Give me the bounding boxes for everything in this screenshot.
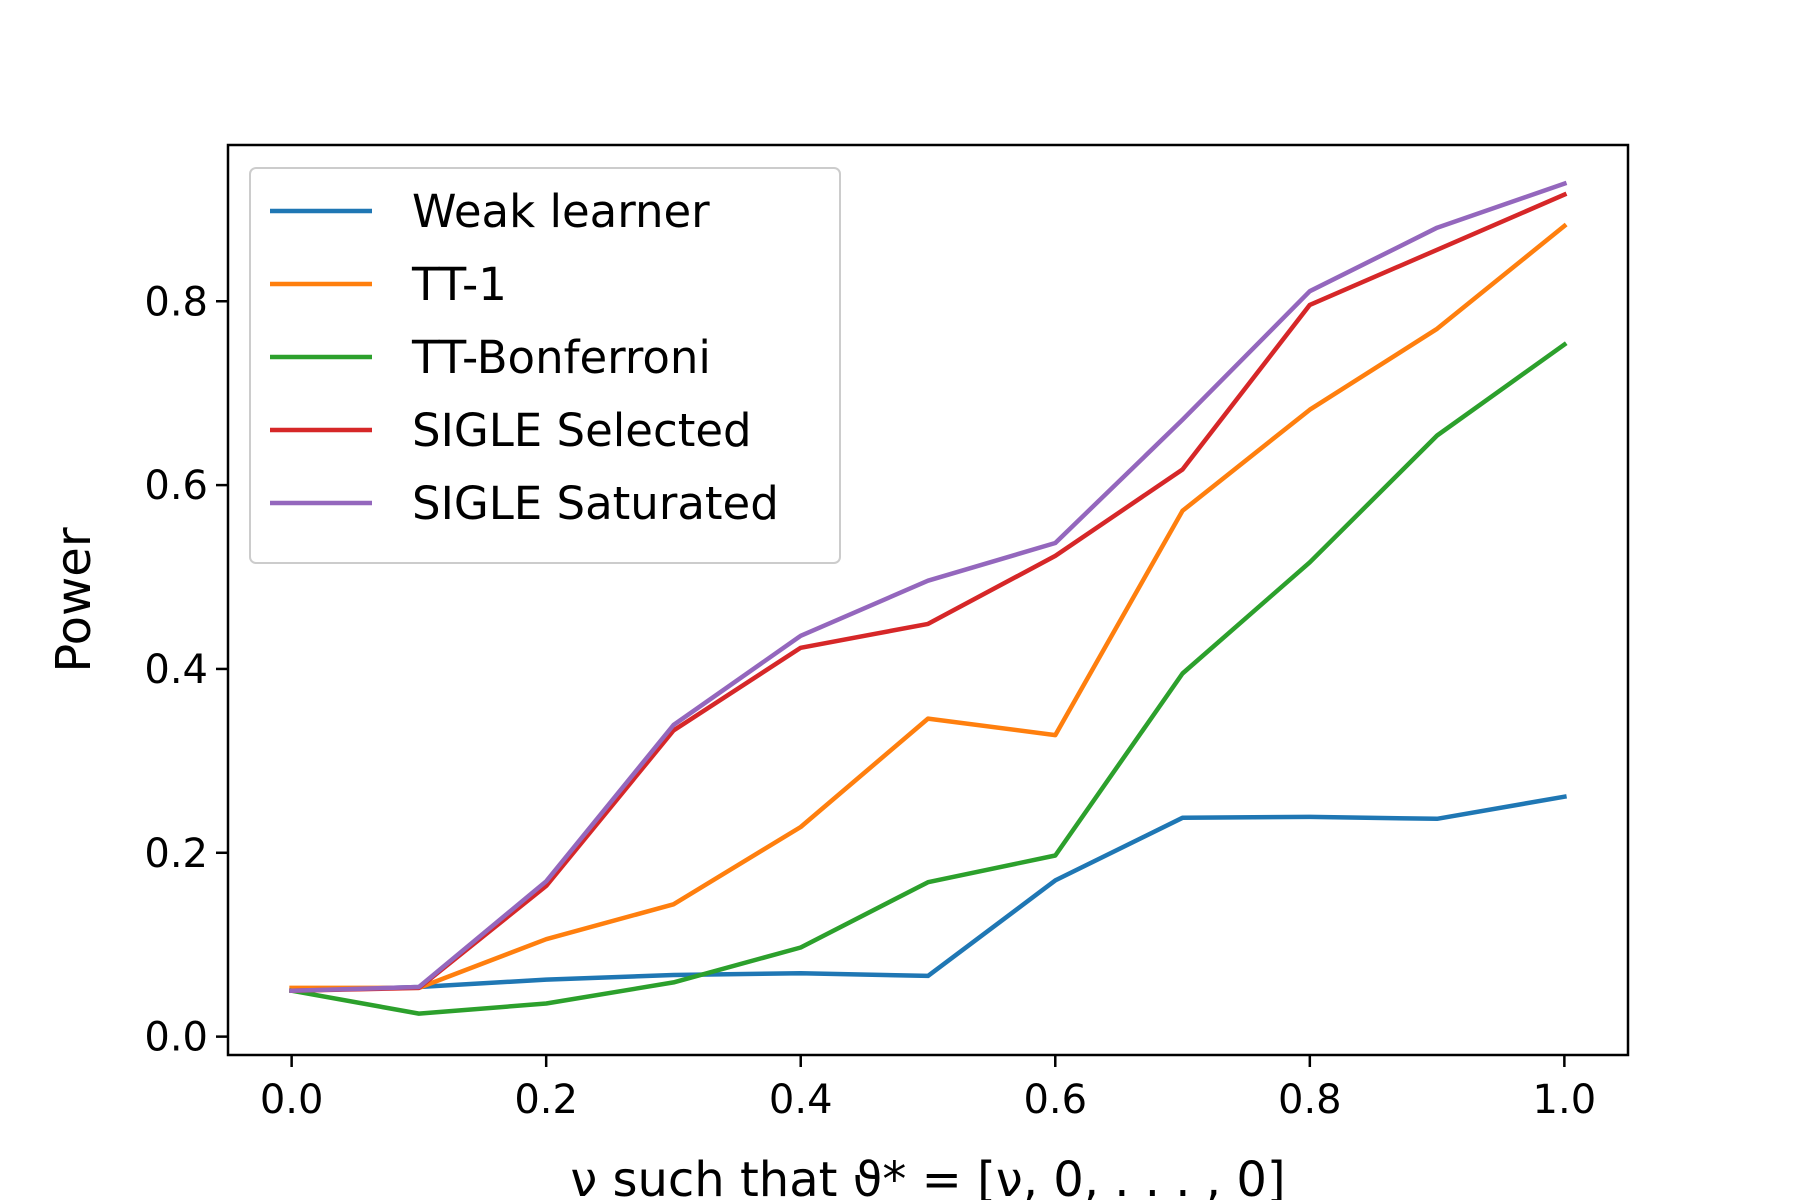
- x-tick-label: 0.6: [1023, 1077, 1087, 1123]
- y-axis-label: Power: [46, 527, 102, 672]
- series-line-tt-bonferroni: [288, 341, 1568, 1016]
- x-tick-label: 0.8: [1278, 1077, 1342, 1123]
- series-line-tt-1: [289, 222, 1568, 991]
- y-tick-label: 0.8: [144, 279, 208, 325]
- legend-label: Weak learner: [412, 185, 710, 238]
- y-tick-label: 0.4: [144, 647, 208, 693]
- legend-label: TT-Bonferroni: [411, 331, 711, 384]
- axes-frame: [226, 143, 1630, 1057]
- series-line-weak-learner: [289, 794, 1568, 994]
- x-axis-label: ν such that ϑ* = [ν, 0, . . . , 0]: [570, 1152, 1285, 1200]
- x-tick-label: 0.2: [514, 1077, 578, 1123]
- legend-label: TT-1: [411, 258, 507, 311]
- y-axis-ticks: 0.0 0.2 0.4 0.6 0.8: [144, 279, 228, 1061]
- legend-box: [249, 167, 841, 564]
- y-tick-label: 0.0: [144, 1015, 208, 1061]
- legend-entries: Weak learner TT-1 TT-Bonferroni SIGLE Selec…: [270, 185, 779, 530]
- x-tick-label: 1.0: [1533, 1077, 1597, 1123]
- series-line-sigle-selected: [289, 191, 1568, 993]
- y-tick-label: 0.6: [144, 463, 208, 509]
- x-tick-label: 0.0: [260, 1077, 324, 1123]
- legend: Weak learner TT-1 TT-Bonferroni SIGLE Selec…: [249, 167, 841, 564]
- y-tick-label: 0.2: [144, 831, 208, 877]
- x-axis-ticks: 0.0 0.2 0.4 0.6 0.8 1.0: [260, 1055, 1596, 1123]
- legend-label: SIGLE Saturated: [412, 477, 779, 530]
- legend-label: SIGLE Selected: [412, 404, 752, 457]
- x-tick-label: 0.4: [769, 1077, 833, 1123]
- series-layer: [288, 180, 1568, 1016]
- series-line-sigle-saturated: [289, 180, 1568, 994]
